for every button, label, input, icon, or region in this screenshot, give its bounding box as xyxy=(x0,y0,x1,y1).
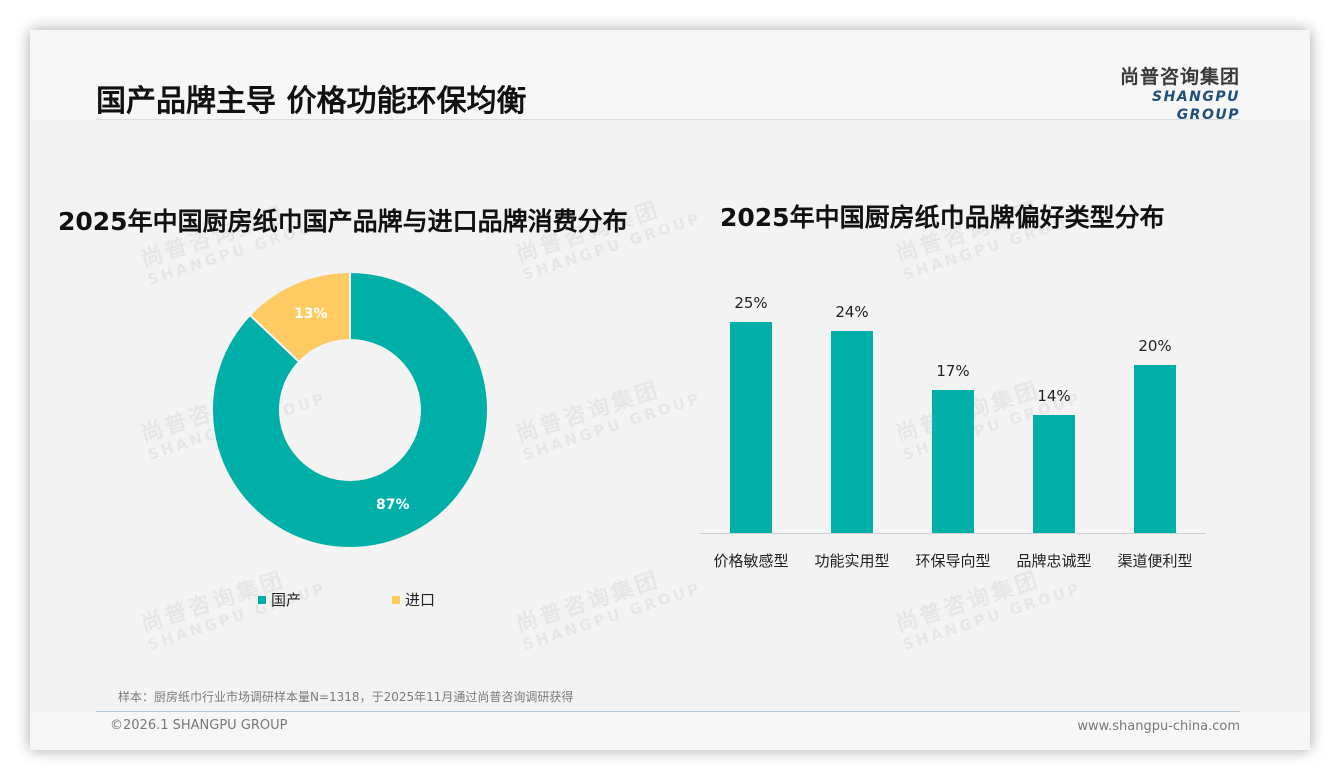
bar-value: 14% xyxy=(1037,387,1071,405)
donut-label-import: 13% xyxy=(294,306,328,322)
bar-brand-loyal xyxy=(1033,415,1075,533)
bar-chart: 25% 24% 17% 14% 20% 价格敏感型 功能实用型 环保导向型 品牌… xyxy=(700,280,1206,580)
donut-chart: 13% 87% xyxy=(211,270,489,549)
company-logo: 尚普咨询集团 SHANGPU GROUP xyxy=(1088,66,1240,124)
legend-item-domestic: 国产 xyxy=(258,589,301,610)
bar-value: 25% xyxy=(734,294,768,312)
bar-category-label: 环保导向型 xyxy=(915,552,991,570)
slide: 尚普咨询集团 SHANGPU GROUP 尚普咨询集团 SHANGPU GROUP … xyxy=(30,30,1310,750)
legend-label-domestic: 国产 xyxy=(271,591,302,609)
footer-band xyxy=(30,712,1310,750)
bar-value: 24% xyxy=(835,303,869,321)
donut-slice-import xyxy=(248,270,351,364)
legend-swatch-import xyxy=(392,595,400,604)
bar-category-label: 渠道便利型 xyxy=(1117,552,1193,570)
copyright-text: ©2026.1 SHANGPU GROUP xyxy=(110,718,288,733)
sample-note: 样本：厨房纸巾行业市场调研样本量N=1318，于2025年11月通过尚普咨询调研… xyxy=(118,690,574,704)
bar-eco xyxy=(932,390,974,533)
logo-cn-text: 尚普咨询集团 xyxy=(1119,66,1240,88)
legend-item-import: 进口 xyxy=(392,589,435,610)
bar-value: 20% xyxy=(1138,337,1172,355)
x-axis-line xyxy=(700,533,1206,534)
legend-swatch-domestic xyxy=(258,595,266,604)
bar-category-label: 价格敏感型 xyxy=(713,552,789,570)
website-link[interactable]: www.shangpu-china.com xyxy=(1077,719,1240,734)
footer-divider xyxy=(96,711,1240,712)
bar-price-sensitive xyxy=(730,322,772,533)
header-band xyxy=(30,30,1310,120)
donut-chart-title: 2025年中国厨房纸巾国产品牌与进口品牌消费分布 xyxy=(58,207,628,236)
bar-chart-title: 2025年中国厨房纸巾品牌偏好类型分布 xyxy=(720,203,1165,232)
bar-category-label: 功能实用型 xyxy=(814,552,890,570)
donut-svg xyxy=(211,270,489,549)
legend-label-import: 进口 xyxy=(405,591,436,609)
bar-functional xyxy=(831,331,873,533)
donut-label-domestic: 87% xyxy=(376,497,410,513)
bar-category-label: 品牌忠诚型 xyxy=(1016,552,1092,570)
bar-value: 17% xyxy=(936,362,970,380)
page-title: 国产品牌主导 价格功能环保均衡 xyxy=(96,84,527,119)
bar-channel xyxy=(1134,365,1176,533)
logo-en-text: SHANGPU GROUP xyxy=(1152,89,1240,123)
donut-slice-domestic xyxy=(211,270,489,549)
header-divider xyxy=(96,119,1240,120)
